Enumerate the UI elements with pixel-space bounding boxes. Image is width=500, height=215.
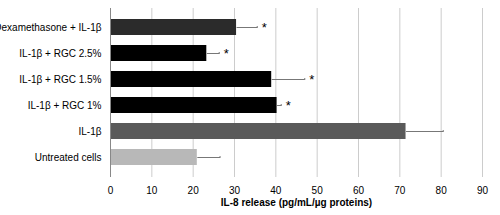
svg-text:*: * xyxy=(224,46,229,61)
svg-text:90: 90 xyxy=(477,185,489,196)
svg-text:0: 0 xyxy=(108,185,114,196)
svg-text:IL-8 release (pg/mL/µg protein: IL-8 release (pg/mL/µg proteins) xyxy=(221,197,372,208)
svg-text:*: * xyxy=(286,98,291,113)
svg-text:80: 80 xyxy=(436,185,448,196)
svg-text:*: * xyxy=(309,72,314,87)
svg-text:50: 50 xyxy=(312,185,324,196)
svg-text:Untreated cells: Untreated cells xyxy=(35,152,102,163)
svg-text:30: 30 xyxy=(229,185,241,196)
svg-text:*: * xyxy=(262,20,267,35)
svg-text:IL-1β + RGC 1%: IL-1β + RGC 1% xyxy=(28,100,102,111)
svg-text:70: 70 xyxy=(394,185,406,196)
svg-text:10: 10 xyxy=(146,185,158,196)
svg-text:IL-1β + RGC 1.5%: IL-1β + RGC 1.5% xyxy=(19,74,101,85)
svg-text:Dexamethasone + IL-1β: Dexamethasone + IL-1β xyxy=(0,22,102,33)
svg-text:IL-1β: IL-1β xyxy=(79,126,102,137)
svg-text:IL-1β + RGC 2.5%: IL-1β + RGC 2.5% xyxy=(19,48,101,59)
svg-text:20: 20 xyxy=(188,185,200,196)
svg-text:60: 60 xyxy=(353,185,365,196)
svg-text:40: 40 xyxy=(270,185,282,196)
